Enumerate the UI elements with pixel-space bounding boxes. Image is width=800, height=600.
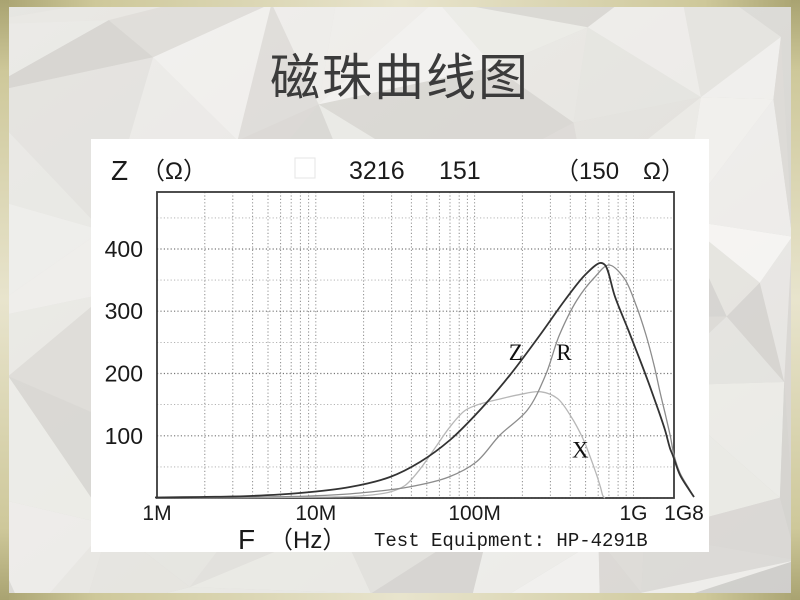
svg-text:1G: 1G [619, 502, 647, 525]
svg-text:Z: Z [111, 155, 128, 186]
svg-text:（150 Ω）: （150 Ω） [555, 158, 685, 185]
svg-text:（Hz）: （Hz） [269, 527, 346, 552]
svg-text:R: R [556, 340, 572, 365]
svg-text:100: 100 [105, 423, 143, 449]
svg-text:300: 300 [105, 298, 143, 324]
svg-text:10M: 10M [295, 502, 336, 525]
svg-text:X: X [572, 438, 589, 463]
svg-text:200: 200 [105, 361, 143, 387]
svg-text:400: 400 [105, 236, 143, 262]
svg-text:Z: Z [509, 340, 523, 365]
svg-text:1G8: 1G8 [664, 502, 704, 525]
svg-text:151: 151 [439, 157, 481, 185]
svg-text:Test Equipment: HP-4291B: Test Equipment: HP-4291B [374, 530, 648, 552]
svg-text:3216: 3216 [349, 157, 405, 185]
svg-text:1M: 1M [142, 502, 171, 525]
svg-text:100M: 100M [448, 502, 501, 525]
svg-text:（Ω）: （Ω） [141, 158, 207, 185]
svg-text:F: F [238, 524, 255, 552]
